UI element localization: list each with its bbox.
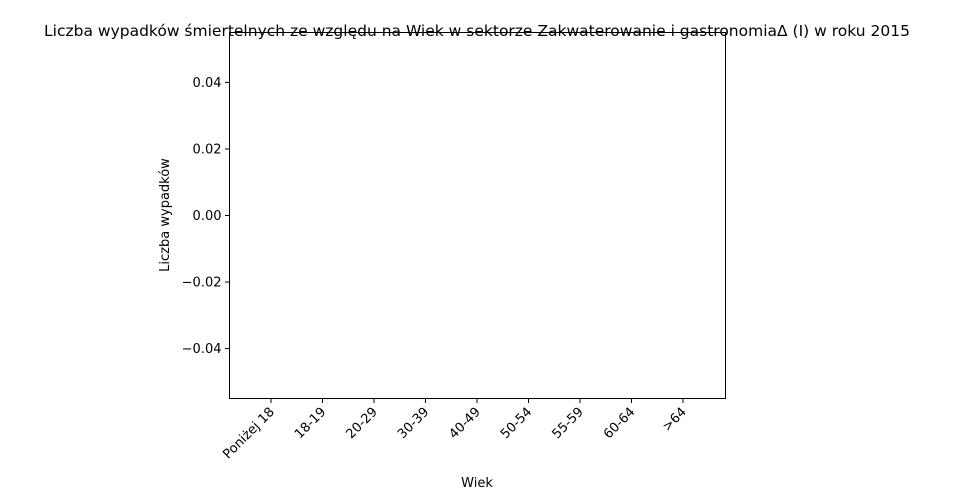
x-tick-label: >64 (660, 405, 690, 435)
x-tick-label: 20-29 (344, 405, 381, 442)
y-tick-label: 0.00 (193, 209, 222, 224)
x-tick-label: 30-39 (395, 405, 432, 442)
x-tick-label: 50-54 (498, 405, 535, 442)
y-tick-label: −0.04 (182, 342, 222, 357)
chart-title: Liczba wypadków śmiertelnych ze względu … (44, 22, 910, 40)
x-tick-label: 60-64 (601, 405, 638, 442)
x-tick-label: 55-59 (550, 405, 587, 442)
x-tick-label: Poniżej 18 (220, 405, 277, 462)
plot-area-frame (229, 32, 726, 399)
y-tick-label: −0.02 (182, 276, 222, 291)
x-tick-label: 40-49 (447, 405, 484, 442)
x-tick-label: 18-19 (292, 405, 329, 442)
y-tick-label: 0.02 (193, 142, 222, 157)
x-axis-ticks: Poniżej 18 18-19 20-29 30-39 40-49 50-54 55-59… (220, 398, 690, 462)
x-axis-label: Wiek (461, 476, 493, 491)
y-tick-label: 0.04 (193, 76, 222, 91)
y-axis-ticks: 0.04 0.02 0.00 −0.02 −0.04 (182, 76, 230, 357)
y-axis-label: Liczba wypadków (158, 158, 173, 272)
